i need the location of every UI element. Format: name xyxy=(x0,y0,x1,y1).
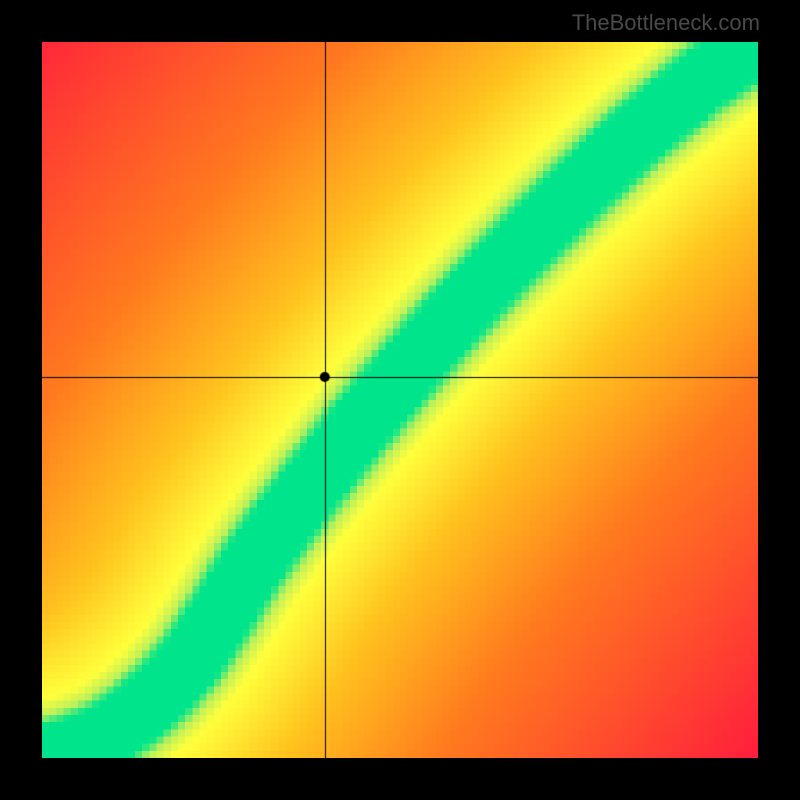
watermark-text: TheBottleneck.com xyxy=(572,10,760,36)
chart-container: TheBottleneck.com xyxy=(0,0,800,800)
bottleneck-heatmap xyxy=(42,42,758,758)
